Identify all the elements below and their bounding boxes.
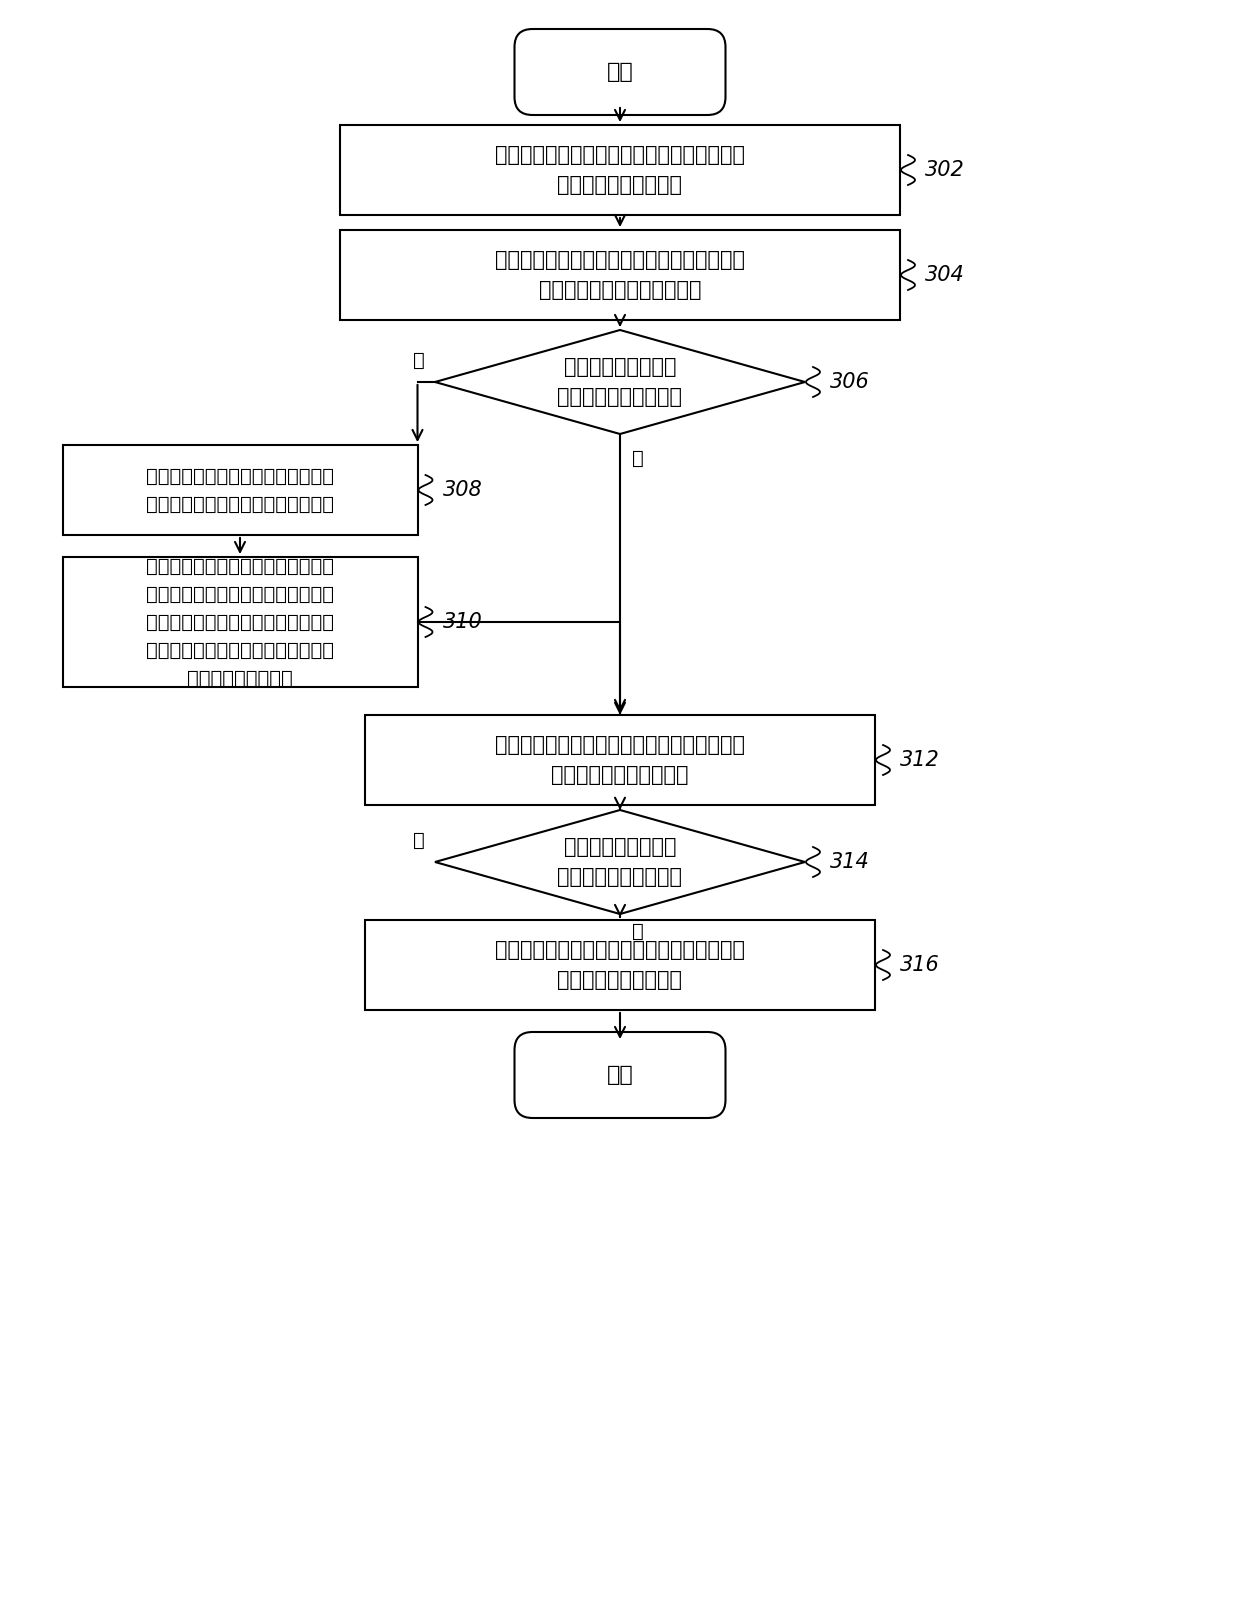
Text: 是: 是: [413, 351, 425, 371]
Text: 否: 否: [632, 450, 644, 467]
Text: 否: 否: [413, 832, 425, 850]
Text: 312: 312: [900, 750, 940, 771]
Text: 根据座椅压力信号判
断车辆内是否有驾驶员: 根据座椅压力信号判 断车辆内是否有驾驶员: [558, 358, 682, 406]
Text: 306: 306: [830, 372, 869, 392]
Text: 当群体类型为预设群体类型，且判断
车辆在密闭状态下超过预设时长或者
车辆内的空气含氧量低于预设阈值时
，控制空调通风装置和空调循环装置
以第二工作方式工作: 当群体类型为预设群体类型，且判断 车辆在密闭状态下超过预设时长或者 车辆内的空气…: [146, 556, 334, 687]
Text: 结束: 结束: [606, 1066, 634, 1085]
Bar: [340, 126, 900, 214]
Text: 308: 308: [443, 480, 482, 500]
Text: 304: 304: [925, 264, 965, 285]
Text: 接收由距离车辆预设距离的驾驶员通过控制装
置发出的空调控制信号: 接收由距离车辆预设距离的驾驶员通过控制装 置发出的空调控制信号: [495, 145, 745, 195]
Text: 控制空调通风装置及空调循环装置以第三工作
方式工作或者停止工作: 控制空调通风装置及空调循环装置以第三工作 方式工作或者停止工作: [495, 940, 745, 990]
FancyBboxPatch shape: [515, 1032, 725, 1119]
Text: 是: 是: [632, 922, 644, 941]
Bar: [340, 231, 900, 321]
Polygon shape: [435, 330, 805, 434]
Text: 316: 316: [900, 954, 940, 975]
Bar: [365, 716, 875, 804]
Text: 控制空调通风装置以预设风量工作以及调整空
调循环装置至外循环模式: 控制空调通风装置以预设风量工作以及调整空 调循环装置至外循环模式: [495, 735, 745, 785]
Polygon shape: [435, 809, 805, 914]
Text: 302: 302: [925, 160, 965, 181]
Text: 接收由车辆的检测装置在空调控制信号的触发
作用下检测到的座椅压力信号: 接收由车辆的检测装置在空调控制信号的触发 作用下检测到的座椅压力信号: [495, 250, 745, 300]
Text: 310: 310: [443, 613, 482, 632]
Bar: [365, 920, 875, 1011]
Text: 314: 314: [830, 853, 869, 872]
FancyBboxPatch shape: [515, 29, 725, 114]
Bar: [62, 445, 418, 535]
Text: 开始: 开始: [606, 61, 634, 82]
Text: 接收由车辆的摄像装置拍摄的人像信
息；根据人像信息判断人的群体类型: 接收由车辆的摄像装置拍摄的人像信 息；根据人像信息判断人的群体类型: [146, 466, 334, 514]
Bar: [62, 558, 418, 687]
Text: 根据座椅压力信号判
断车辆内是否有驾驶员: 根据座椅压力信号判 断车辆内是否有驾驶员: [558, 837, 682, 887]
